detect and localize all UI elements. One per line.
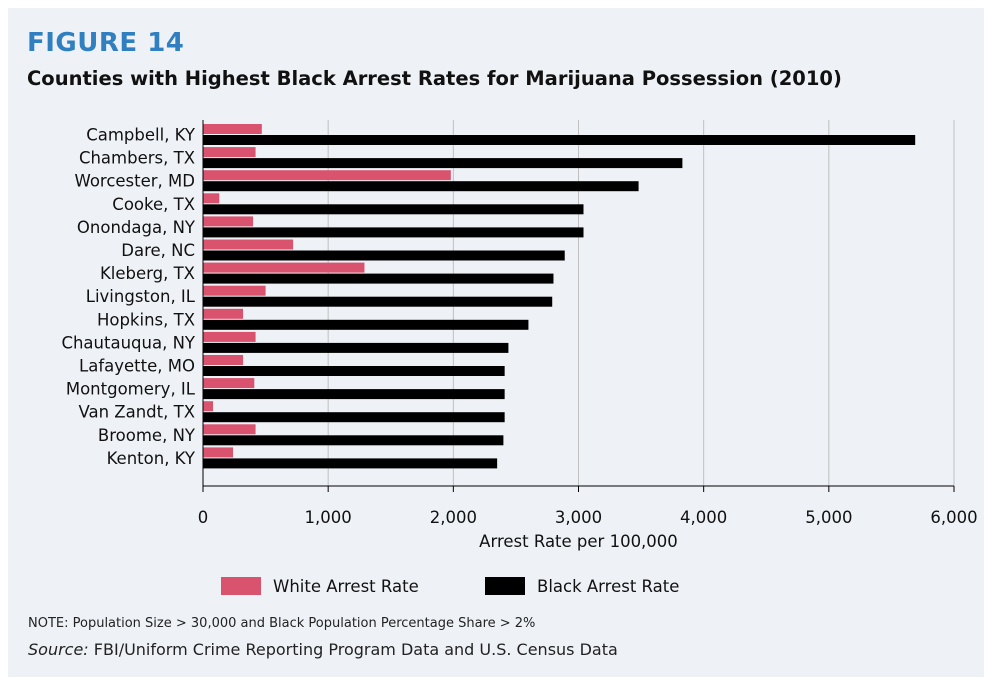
bar-black-11: [203, 366, 505, 376]
category-label: Dare, NC: [121, 241, 195, 260]
bar-black-2: [203, 158, 683, 169]
bar-white-10: [203, 331, 256, 342]
legend-label-white: White Arrest Rate: [273, 577, 419, 596]
bar-black-10: [203, 342, 509, 353]
bar-white-12: [203, 378, 255, 389]
chart-note: NOTE: Population Size > 30,000 and Black…: [28, 616, 536, 631]
category-label: Livingston, IL: [86, 287, 196, 306]
x-tick-label: 0: [198, 508, 209, 527]
bar-black-6: [203, 250, 565, 261]
figure-panel: [8, 8, 984, 677]
bar-white-1: [203, 124, 262, 134]
x-tick-label: 4,000: [680, 508, 727, 527]
bar-black-14: [203, 435, 504, 446]
bar-white-3: [203, 170, 451, 181]
bar-black-4: [203, 204, 584, 215]
x-tick-label: 1,000: [305, 508, 352, 527]
bar-black-9: [203, 319, 529, 330]
legend-label-black: Black Arrest Rate: [537, 577, 679, 596]
bar-white-4: [203, 193, 220, 204]
bar-white-2: [203, 147, 256, 158]
figure-label: FIGURE 14: [27, 28, 185, 58]
bar-white-14: [203, 424, 256, 435]
x-tick-label: 3,000: [555, 508, 602, 527]
bar-white-9: [203, 308, 244, 319]
bar-white-6: [203, 239, 294, 250]
category-label: Montgomery, IL: [66, 380, 196, 399]
category-label: Chambers, TX: [79, 149, 195, 168]
bar-white-8: [203, 285, 266, 296]
legend-swatch-white: [221, 577, 261, 595]
category-label: Kleberg, TX: [100, 264, 195, 283]
category-label: Worcester, MD: [74, 172, 195, 191]
bar-black-7: [203, 273, 554, 284]
bar-black-1: [203, 135, 916, 145]
bar-black-8: [203, 296, 553, 307]
bar-white-5: [203, 216, 254, 227]
bar-white-7: [203, 262, 365, 273]
bar-black-12: [203, 389, 505, 400]
category-label: Van Zandt, TX: [78, 403, 195, 422]
bar-white-15: [203, 447, 234, 458]
category-label: Broome, NY: [98, 426, 196, 445]
source-text: FBI/Uniform Crime Reporting Program Data…: [88, 640, 618, 659]
category-label: Lafayette, MO: [79, 357, 195, 376]
category-label: Campbell, KY: [86, 126, 196, 145]
bar-black-5: [203, 227, 584, 238]
category-label: Kenton, KY: [107, 449, 196, 468]
bar-white-11: [203, 355, 244, 365]
category-label: Hopkins, TX: [97, 310, 195, 329]
category-label: Chautauqua, NY: [61, 333, 195, 352]
x-axis-title: Arrest Rate per 100,000: [479, 532, 678, 551]
bar-white-13: [203, 401, 214, 412]
category-label: Onondaga, NY: [77, 218, 196, 237]
category-label: Cooke, TX: [112, 195, 195, 214]
bar-black-15: [203, 458, 498, 469]
chart-source: Source: FBI/Uniform Crime Reporting Prog…: [28, 640, 618, 659]
legend-swatch-black: [485, 577, 525, 595]
bar-black-3: [203, 181, 639, 192]
x-tick-label: 6,000: [930, 508, 977, 527]
source-label: Source:: [28, 640, 89, 659]
x-tick-label: 2,000: [430, 508, 477, 527]
x-tick-label: 5,000: [805, 508, 852, 527]
figure-title: Counties with Highest Black Arrest Rates…: [27, 67, 842, 90]
bar-black-13: [203, 412, 505, 423]
